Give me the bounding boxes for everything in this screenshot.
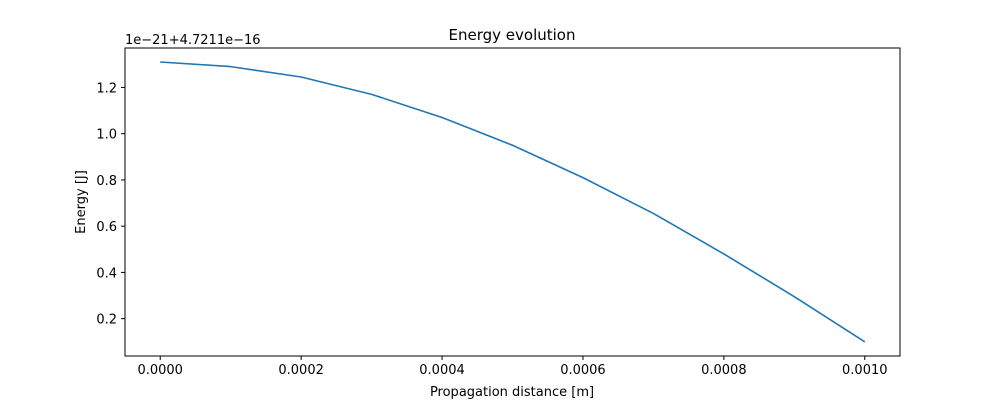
x-tick-label: 0.0004	[419, 363, 465, 378]
chart-title: Energy evolution	[449, 26, 576, 44]
y-tick-label: 0.4	[96, 266, 117, 281]
y-axis: 0.2 0.4 0.6 0.8 1.0 1.2	[96, 81, 125, 328]
y-tick-label: 1.2	[96, 81, 117, 96]
axes-frame	[124, 47, 901, 357]
x-tick-label: 0.0006	[560, 363, 606, 378]
x-tick-label: 0.0010	[842, 363, 888, 378]
series-line-0	[160, 61, 866, 343]
y-axis-label: Energy [J]	[74, 170, 89, 234]
x-tick-label: 0.0000	[137, 363, 183, 378]
y-tick-label: 0.2	[96, 313, 117, 328]
y-offset-text: 1e−21+4.7211e−16	[125, 33, 261, 48]
y-tick-label: 0.8	[96, 174, 117, 189]
x-axis-label: Propagation distance [m]	[430, 385, 594, 400]
x-axis: 0.0000 0.0002 0.0004 0.0006 0.0008 0.0010	[137, 356, 888, 378]
y-tick-label: 0.6	[96, 220, 117, 235]
x-tick-label: 0.0008	[701, 363, 747, 378]
plot-area	[160, 61, 866, 343]
y-tick-label: 1.0	[96, 128, 117, 143]
x-tick-label: 0.0002	[278, 363, 324, 378]
